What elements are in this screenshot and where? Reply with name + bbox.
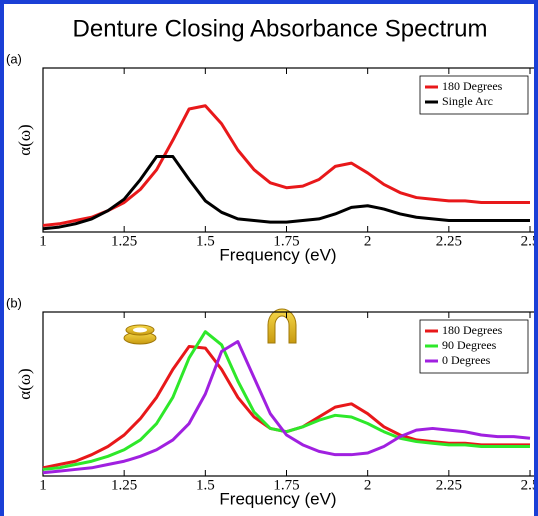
x-axis-label: Frequency (eV) <box>219 489 336 508</box>
x-tick-label: 2.5 <box>521 477 538 493</box>
x-tick-label: 2 <box>364 477 372 493</box>
x-tick-label: 1.25 <box>111 477 137 493</box>
x-axis-label: Frequency (eV) <box>219 245 336 264</box>
x-tick-label: 1.75 <box>273 233 299 249</box>
frame-left <box>0 0 4 516</box>
legend-label: 180 Degrees <box>442 323 503 337</box>
ring-icon-left <box>123 324 157 345</box>
legend-label: 180 Degrees <box>442 79 503 93</box>
x-tick-label: 2.25 <box>436 233 462 249</box>
x-tick-label: 2.5 <box>521 233 538 249</box>
y-axis-label: α(ω) <box>15 368 34 399</box>
x-tick-label: 2.25 <box>436 477 462 493</box>
series-line <box>42 155 530 231</box>
panels: (a) α(ω) Frequency (eV) 1 1.25 1.5 1.75 2 2.25 2.… <box>6 51 538 508</box>
x-tick-label: 1 <box>39 477 47 493</box>
series-line <box>42 330 530 471</box>
x-tick-label: 1.25 <box>111 233 137 249</box>
panel-label: (b) <box>6 295 22 310</box>
frame-top <box>0 0 538 4</box>
plot-frame <box>42 311 538 477</box>
legend-box <box>419 75 529 115</box>
figure-title: Denture Closing Absorbance Spectrum <box>73 15 488 42</box>
legend-label: Single Arc <box>442 94 493 108</box>
frame-right <box>534 0 538 516</box>
ring-icon-right <box>267 308 297 344</box>
series-line <box>42 104 530 227</box>
legend-label: 0 Degrees <box>442 353 491 367</box>
y-axis-label: α(ω) <box>15 124 34 155</box>
series-line <box>42 340 531 475</box>
x-tick-label: 1.5 <box>196 233 215 249</box>
legend-label: 90 Degrees <box>442 338 497 352</box>
x-tick-label: 2 <box>364 233 372 249</box>
panel-label: (a) <box>6 51 22 66</box>
x-tick-label: 1 <box>39 233 47 249</box>
x-tick-label: 1.75 <box>273 477 299 493</box>
x-tick-label: 1.5 <box>196 477 215 493</box>
plot-frame <box>42 67 538 233</box>
